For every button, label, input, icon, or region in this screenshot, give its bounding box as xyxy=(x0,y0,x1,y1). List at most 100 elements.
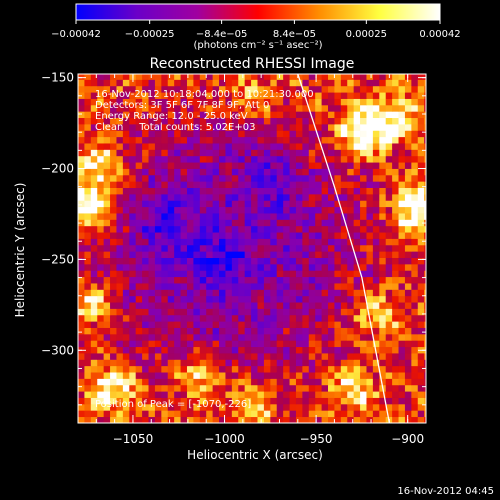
heatmap-cell xyxy=(116,79,124,87)
heatmap-cell xyxy=(308,149,316,157)
heatmap-cell xyxy=(219,391,226,398)
heatmap-cell xyxy=(392,333,399,341)
heatmap-cell xyxy=(398,340,406,348)
heatmap-cell xyxy=(392,181,399,188)
heatmap-cell xyxy=(206,283,214,290)
heatmap-cell xyxy=(161,416,169,423)
heatmap-cell xyxy=(283,346,290,354)
heatmap-cell xyxy=(167,117,175,125)
heatmap-cell xyxy=(122,321,130,328)
heatmap-cell xyxy=(219,238,226,246)
heatmap-cell xyxy=(308,289,316,297)
heatmap-cell xyxy=(251,219,258,227)
heatmap-cell xyxy=(193,244,201,252)
heatmap-cell xyxy=(212,283,220,290)
heatmap-cell xyxy=(193,92,201,99)
heatmap-cell xyxy=(295,302,303,309)
heatmap-cell xyxy=(340,130,348,138)
heatmap-cell xyxy=(302,219,310,227)
heatmap-cell xyxy=(289,346,297,354)
heatmap-cell xyxy=(212,359,220,367)
heatmap-cell xyxy=(366,111,374,119)
heatmap-cell xyxy=(328,206,335,214)
heatmap-cell xyxy=(404,104,412,112)
heatmap-cell xyxy=(276,314,284,322)
heatmap-cell xyxy=(103,384,111,392)
heatmap-cell xyxy=(328,232,335,239)
heatmap-cell xyxy=(167,333,175,341)
heatmap-cell xyxy=(360,123,367,131)
heatmap-cell xyxy=(122,225,130,233)
heatmap-cell xyxy=(110,200,117,208)
heatmap-cell xyxy=(334,283,342,290)
heatmap-cell xyxy=(90,244,98,252)
heatmap-cell xyxy=(193,143,201,150)
heatmap-cell xyxy=(360,365,367,373)
heatmap-cell xyxy=(148,365,156,373)
heatmap-cell xyxy=(411,359,419,367)
heatmap-cell xyxy=(199,289,207,297)
colorbar-tick-label: 8.4e−05 xyxy=(273,29,316,40)
heatmap-cell xyxy=(148,136,156,144)
heatmap-cell xyxy=(142,289,149,297)
heatmap-cell xyxy=(283,391,290,398)
heatmap-cell xyxy=(142,181,149,188)
heatmap-cell xyxy=(110,283,117,290)
heatmap-cell xyxy=(263,123,271,131)
heatmap-cell xyxy=(308,333,316,341)
heatmap-cell xyxy=(295,149,303,157)
heatmap-cell xyxy=(122,213,130,220)
heatmap-cell xyxy=(244,257,252,265)
heatmap-cell xyxy=(167,219,175,227)
heatmap-cell xyxy=(398,410,406,418)
heatmap-cell xyxy=(360,340,367,348)
heatmap-cell xyxy=(238,416,246,423)
heatmap-cell xyxy=(385,149,393,157)
heatmap-cell xyxy=(353,340,361,348)
heatmap-cell xyxy=(167,123,175,131)
heatmap-cell xyxy=(142,85,149,93)
heatmap-cell xyxy=(206,181,214,188)
heatmap-cell xyxy=(180,123,188,131)
heatmap-cell xyxy=(404,123,412,131)
heatmap-cell xyxy=(411,143,419,150)
heatmap-cell xyxy=(103,79,111,87)
heatmap-cell xyxy=(392,391,399,398)
heatmap-cell xyxy=(257,257,265,265)
heatmap-cell xyxy=(353,333,361,341)
heatmap-cell xyxy=(97,181,105,188)
heatmap-cell xyxy=(295,136,303,144)
heatmap-cell xyxy=(328,143,335,150)
heatmap-cell xyxy=(411,200,419,208)
heatmap-cell xyxy=(289,74,297,80)
heatmap-cell xyxy=(302,238,310,246)
heatmap-cell xyxy=(129,244,137,252)
heatmap-cell xyxy=(161,213,169,220)
heatmap-cell xyxy=(154,174,162,182)
heatmap-cell xyxy=(353,302,361,309)
heatmap-cell xyxy=(244,219,252,227)
heatmap-cell xyxy=(103,238,111,246)
heatmap-cell xyxy=(212,257,220,265)
annotation-line: 16-Nov-2012 10:18:04.000 to 10:21:30.000 xyxy=(95,89,314,100)
heatmap-cell xyxy=(122,174,130,182)
heatmap-cell xyxy=(392,308,399,316)
heatmap-cell xyxy=(263,98,271,106)
heatmap-cell xyxy=(97,314,105,322)
heatmap-cell xyxy=(372,74,380,80)
heatmap-cell xyxy=(84,79,92,87)
heatmap-cell xyxy=(148,187,156,195)
heatmap-cell xyxy=(78,416,85,423)
heatmap-cell xyxy=(186,168,194,176)
heatmap-cell xyxy=(78,359,85,367)
heatmap-cell xyxy=(84,302,92,309)
heatmap-cell xyxy=(97,327,105,335)
heatmap-cell xyxy=(321,410,329,418)
heatmap-cell xyxy=(392,257,399,265)
heatmap-cell xyxy=(161,74,169,80)
heatmap-cell xyxy=(206,244,214,252)
heatmap-cell xyxy=(283,232,290,239)
heatmap-cell xyxy=(174,346,181,354)
heatmap-cell xyxy=(276,123,284,131)
heatmap-cell xyxy=(276,193,284,201)
